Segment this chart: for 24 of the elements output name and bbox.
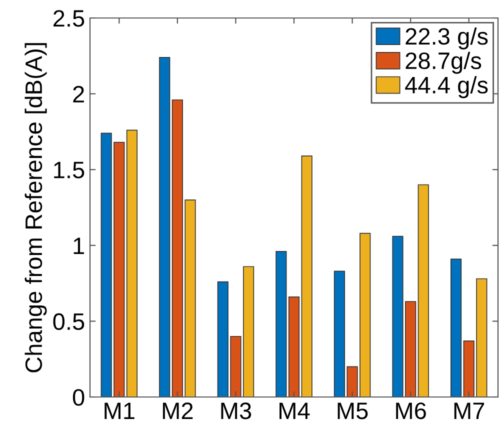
- legend-label: 28.7g/s: [406, 52, 482, 74]
- y-tick-label: 0: [72, 389, 84, 406]
- bar: [159, 56, 170, 397]
- y-tick-label: 1: [74, 238, 84, 254]
- legend-label: 44.4 g/s: [405, 76, 488, 98]
- y-tick-label: 1.5: [54, 162, 84, 178]
- y-tick-label: 2.5: [54, 10, 84, 27]
- y-tick-label: 0.5: [53, 313, 84, 330]
- x-tick-label: M7: [454, 402, 484, 419]
- y-tick-label: 2: [73, 86, 84, 102]
- bar: [301, 156, 312, 397]
- y-axis-title: Change from Reference [dB(A)]: [24, 43, 47, 372]
- x-tick-label: M6: [396, 402, 426, 420]
- bar: [450, 258, 462, 397]
- bar: [276, 251, 287, 397]
- bar: [126, 130, 138, 397]
- legend-label: 22.3 g/s: [406, 27, 488, 50]
- x-tick-label: M2: [162, 402, 193, 419]
- x-tick-label: M5: [338, 402, 368, 420]
- x-tick-label: M1: [104, 402, 134, 419]
- bar: [288, 296, 300, 397]
- x-tick-label: M3: [221, 402, 252, 420]
- x-tick-label: M4: [280, 402, 310, 419]
- bar: [418, 184, 429, 397]
